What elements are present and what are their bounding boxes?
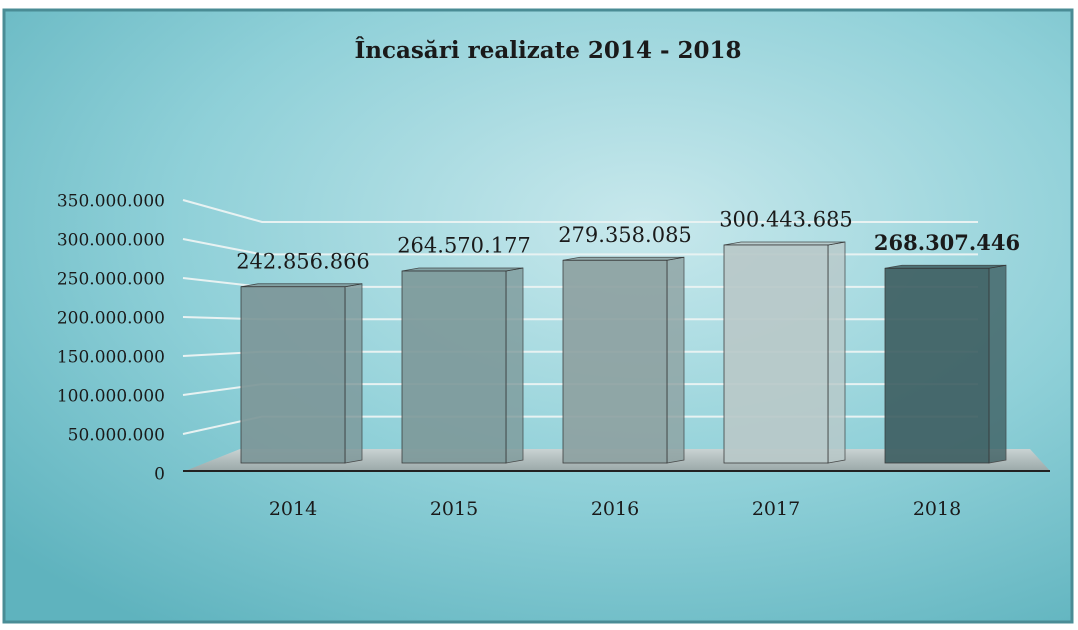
bar-top (401, 267, 524, 272)
bar-front (884, 267, 990, 464)
value-label: 264.570.177 (397, 233, 531, 257)
y-tick-label: 150.000.000 (57, 348, 165, 368)
value-label: 279.358.085 (558, 223, 692, 247)
y-tick-label: 100.000.000 (57, 387, 165, 407)
bar (401, 267, 524, 464)
bar-front (723, 244, 829, 464)
x-tick-label: 2017 (752, 498, 800, 520)
bar-side (827, 241, 846, 464)
bar-side (988, 264, 1007, 464)
bar (562, 256, 685, 464)
y-tick-label: 350.000.000 (57, 192, 165, 212)
bar-side (344, 283, 363, 464)
bar-top (562, 256, 685, 261)
chart-title: Încasări realizate 2014 - 2018 (354, 37, 741, 64)
bar-side (505, 267, 524, 464)
bar (240, 283, 363, 464)
y-tick-label: 0 (154, 465, 165, 485)
bar-side (666, 256, 685, 464)
y-tick-label: 250.000.000 (57, 270, 165, 290)
x-tick-label: 2014 (269, 498, 317, 520)
bar-front (401, 270, 507, 464)
x-tick-label: 2016 (591, 498, 639, 520)
y-tick-label: 50.000.000 (68, 426, 165, 446)
value-label: 268.307.446 (874, 230, 1020, 255)
bar-top (240, 283, 363, 288)
bar (884, 264, 1007, 464)
bar-front (240, 286, 346, 464)
x-tick-label: 2018 (913, 498, 961, 520)
x-tick-label: 2015 (430, 498, 478, 520)
bar-top (723, 241, 846, 246)
y-tick-label: 300.000.000 (57, 231, 165, 251)
bar (723, 241, 846, 464)
grid-line (182, 199, 978, 223)
bar-top (884, 264, 1007, 269)
bar-front (562, 259, 668, 464)
y-tick-label: 200.000.000 (57, 309, 165, 329)
value-label: 300.443.685 (719, 207, 853, 231)
value-label: 242.856.866 (236, 249, 370, 273)
